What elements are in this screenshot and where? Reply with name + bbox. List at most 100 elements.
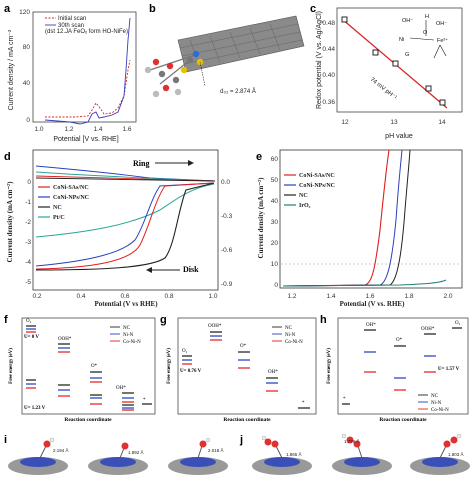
panel-e-ytick: 30: [271, 219, 279, 226]
panel-a-curve-initial: [45, 59, 131, 118]
panel-g-legend-item: NC: [285, 326, 293, 331]
panel-d-xtick: 0.6: [120, 293, 129, 300]
panel-c-xtick: 12: [341, 119, 349, 126]
panel-j-model-1: [252, 435, 312, 475]
panel-e-ytick: 50: [271, 177, 279, 184]
panel-a-ylabel: Current density / mA cm⁻²: [8, 29, 15, 110]
panel-d-ylabel: Current density (mA cm⁻²): [6, 181, 14, 263]
panel-h-letter: h: [320, 314, 327, 326]
panel-g: g Free energy (eV) Reaction coordinate O…: [160, 314, 317, 423]
panel-d-ytick: -3: [25, 239, 31, 246]
panel-d-ring-sas: [35, 177, 216, 182]
panel-d-ytick: 0: [27, 179, 31, 186]
panel-f-label-u123: U= 1.23 V: [24, 406, 46, 411]
panel-f-label-oh: OH*: [116, 386, 126, 391]
panel-e-curve-nps: [282, 149, 403, 287]
panel-e-ytick: 40: [271, 198, 279, 205]
panel-d-xtick: 0.8: [164, 293, 173, 300]
panel-e: e Current density (mA cm⁻²) Potential (V…: [256, 149, 463, 308]
panel-c-xlabel: pH value: [385, 133, 413, 140]
panel-a-xtick: 1.2: [64, 126, 73, 133]
panel-d-rtick: 0.0: [221, 179, 230, 186]
panel-g-ylabel: Free energy (eV): [167, 348, 172, 384]
panel-f-label-ooh: OOH*: [58, 337, 72, 342]
panel-a-legend-30th: 30th scan: [58, 23, 84, 29]
panel-e-ytick: 20: [271, 240, 279, 247]
panel-e-xlabel: Potential (V vs. RHE): [340, 300, 405, 308]
panel-h-label-o: O*: [396, 338, 403, 343]
panel-j-distance: 1.776 Å: [344, 438, 360, 444]
panel-h: h Free energy (eV) Reaction coordinate O…: [320, 314, 469, 423]
panel-d-disk-nps: [35, 182, 215, 270]
panel-c-structure: OH⁻ H OH⁻ O Ni Fe³⁺ G: [399, 14, 448, 59]
panel-c-xtick: 14: [438, 119, 446, 126]
panel-a-letter: a: [4, 3, 11, 15]
panel-i: i 2.194 Å 1.892 Å 2.018 Å: [4, 434, 228, 475]
panel-d-xlabel: Potential (V vs RHE): [94, 300, 158, 308]
panel-i-model-3: [168, 437, 228, 475]
panel-e-legend-item: CoNi-SAs/NC: [299, 173, 335, 179]
panel-e-curve-sas: [282, 149, 390, 287]
panel-c-struct-oh2: OH⁻: [436, 21, 447, 27]
panel-g-levels: [182, 331, 310, 409]
panel-f-letter: f: [4, 314, 8, 326]
panel-e-ytick: 0: [274, 282, 278, 289]
panel-d-ring-label: Ring: [133, 159, 149, 168]
panel-a-ytick: 0: [26, 117, 30, 124]
panel-f-label-star: *: [143, 398, 146, 403]
panel-e-frame: [279, 149, 463, 289]
panel-e-ytick: 60: [271, 156, 279, 163]
panel-a-ytick: 120: [19, 9, 30, 16]
panel-d-legend-item: NC: [53, 205, 62, 211]
panel-c-ytick: 0.48: [322, 20, 335, 27]
panel-h-legend-item: Co-Ni-N: [431, 408, 449, 413]
panel-e-curve-nc: [282, 149, 411, 287]
panel-i-distance: 2.018 Å: [208, 447, 224, 453]
panel-d-rtick: -0.3: [221, 213, 233, 220]
panel-a-curve-30th: [44, 17, 131, 125]
panel-i-distance: 2.194 Å: [53, 447, 69, 453]
panel-d-disk-nc: [35, 182, 215, 267]
panel-g-letter: g: [160, 314, 167, 326]
panel-h-ylabel: Free energy (eV): [327, 348, 332, 384]
panel-a-note: (dst 12.JA FeOₓ form HO-NiFe): [45, 29, 128, 35]
panel-d-xtick: 0.4: [76, 293, 85, 300]
panel-a-legend-initial: Initial scan: [58, 16, 86, 22]
panel-j-distance: 1.865 Å: [286, 451, 302, 457]
panel-d-frame: [32, 149, 219, 291]
panel-a-ytick: 80: [23, 44, 31, 51]
panel-g-label-o: O*: [240, 344, 247, 349]
panel-c-frame: [336, 7, 463, 113]
panel-a-ytick: 40: [23, 80, 31, 87]
panel-e-xtick: 1.6: [365, 293, 374, 300]
panel-c-struct-o: O: [423, 30, 428, 36]
panel-c-points: [341, 16, 446, 106]
panel-d-ytick: -2: [25, 219, 31, 226]
panel-g-label-oh: OH*: [268, 370, 278, 375]
panel-c-struct-g: G: [405, 52, 409, 58]
panel-d-ring-nc: [35, 165, 216, 182]
panel-f-xlabel: Reaction coordinate: [64, 417, 112, 423]
panel-a-xlabel: Potential [V vs. RHE]: [53, 136, 118, 143]
panel-g-xlabel: Reaction coordinate: [223, 417, 271, 423]
panel-c-letter: c: [310, 3, 316, 15]
panel-c-struct-ni: Ni: [399, 37, 404, 43]
panel-d-xtick: 1.0: [208, 293, 217, 300]
panel-b-distance-label: d₀₂ = 2.874 Å: [220, 88, 256, 95]
panel-j-letter: j: [239, 434, 243, 446]
panel-d-ytick: -4: [25, 259, 31, 266]
panel-d-legend-item: Pt/C: [53, 215, 65, 221]
panel-h-levels: [342, 327, 462, 405]
panel-d-disk-ptc: [35, 183, 215, 238]
panel-h-label-o2: O₂: [455, 321, 461, 326]
panel-a-xtick: 1.6: [122, 126, 131, 133]
panel-e-legend-item: NC: [299, 193, 308, 199]
panel-b-letter: b: [149, 3, 156, 15]
panel-a-xtick: 1.0: [34, 126, 43, 133]
panel-h-label-u: U= 1.57 V: [438, 367, 460, 372]
panel-g-frame: [177, 317, 317, 415]
panel-b-distance-line: [199, 61, 206, 87]
panel-c: c Redox potential (V vs. Ag/AgCl) pH val…: [310, 3, 463, 140]
panel-e-curve-iro2: [282, 279, 447, 287]
